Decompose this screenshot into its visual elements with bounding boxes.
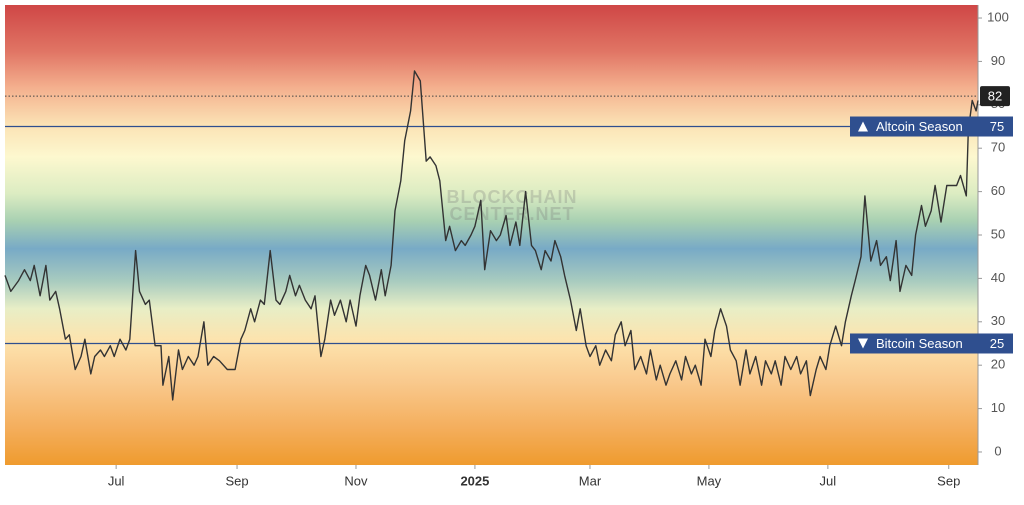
watermark: CENTER.NET	[449, 204, 574, 224]
current-value-label: 82	[988, 89, 1002, 104]
y-tick-label: 40	[991, 270, 1005, 285]
x-tick-label: Jul	[820, 473, 837, 488]
y-tick-label: 50	[991, 226, 1005, 241]
x-tick-label: 2025	[460, 473, 489, 488]
x-tick-label: Jul	[108, 473, 125, 488]
y-tick-label: 70	[991, 140, 1005, 155]
y-tick-label: 100	[987, 9, 1009, 24]
y-tick-label: 0	[994, 443, 1001, 458]
reference-label: Altcoin Season	[876, 119, 963, 134]
x-tick-label: Sep	[937, 473, 960, 488]
reference-label: Bitcoin Season	[876, 336, 963, 351]
data-line	[4, 70, 979, 401]
y-tick-label: 90	[991, 53, 1005, 68]
y-tick-label: 30	[991, 313, 1005, 328]
tag-box	[850, 116, 1013, 137]
y-tick-label: 10	[991, 400, 1005, 415]
current-value-box	[980, 86, 1010, 107]
x-tick-label: Nov	[344, 473, 368, 488]
reference-tag: Bitcoin Season 25	[850, 333, 1013, 354]
x-tick-label: Sep	[225, 473, 248, 488]
reference-value: 25	[990, 336, 1004, 351]
y-tick-label: 20	[991, 357, 1005, 372]
reference-tag: Altcoin Season 75	[850, 116, 1013, 137]
reference-value: 75	[990, 119, 1004, 134]
direction-icon	[858, 121, 868, 132]
tag-box	[850, 333, 1013, 354]
plot-background	[5, 5, 978, 465]
watermark: BLOCKCHAIN	[447, 187, 578, 207]
direction-icon	[858, 338, 868, 349]
x-tick-label: Mar	[579, 473, 602, 488]
y-tick-label: 60	[991, 183, 1005, 198]
x-tick-label: May	[697, 473, 722, 488]
